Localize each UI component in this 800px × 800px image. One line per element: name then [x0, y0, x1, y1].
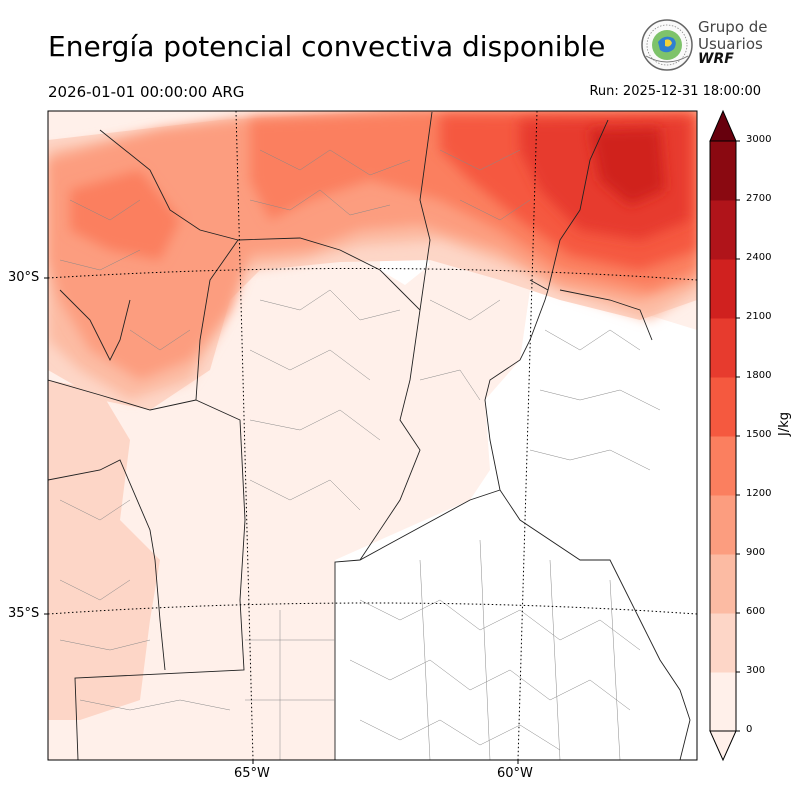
logo-seal-icon: [641, 19, 693, 71]
colorbar-segment: [710, 613, 736, 673]
colorbar-tick-label: 300: [746, 665, 766, 676]
colorbar-tick-label: 3000: [746, 134, 772, 145]
cape-1200-west: [70, 170, 180, 260]
colorbar-tick-label: 600: [746, 606, 766, 617]
run-time: Run: 2025-12-31 18:00:00: [589, 84, 761, 99]
colorbar-tick-label: 2400: [746, 252, 772, 263]
logo-text-line2: Usuarios: [698, 35, 763, 53]
colorbar: [709, 109, 740, 762]
colorbar-segment: [710, 259, 736, 319]
cape-2100-core: [590, 128, 665, 205]
map-frame: [47, 110, 698, 761]
logo-text-line1: Grupo de: [698, 18, 768, 36]
colorbar-segment: [710, 200, 736, 260]
wrf-users-logo: Grupo de Usuarios WRF: [638, 18, 768, 74]
colorbar-segment: [710, 377, 736, 437]
lon-label-60w: 60°W: [497, 766, 533, 781]
department-borders: [59, 149, 661, 760]
colorbar-tick-label: 1500: [746, 429, 772, 440]
colorbar-segment: [710, 495, 736, 555]
colorbar-tick-label: 900: [746, 547, 766, 558]
cape-300-west: [48, 380, 160, 720]
colorbar-segment: [710, 554, 736, 614]
cape-zero-region: [335, 290, 697, 760]
colorbar-segment: [710, 318, 736, 378]
colorbar-tick-label: 2700: [746, 193, 772, 204]
colorbar-tick-label: 0: [746, 724, 753, 735]
lat-label-35s: 35°S: [8, 606, 40, 621]
colorbar-segment: [710, 672, 736, 732]
logo-text-line3: WRF: [698, 51, 734, 67]
cape-field: [48, 111, 697, 760]
axis-ticks: [44, 277, 519, 764]
valid-time: 2026-01-01 00:00:00 ARG: [48, 83, 245, 101]
colorbar-unit-label: J/kg: [777, 412, 792, 436]
map-title: Energía potencial convectiva disponible: [48, 30, 606, 63]
colorbar-segment: [710, 141, 736, 201]
colorbar-tick-label: 1800: [746, 370, 772, 381]
colorbar-segment: [710, 436, 736, 496]
lon-label-65w: 65°W: [234, 766, 270, 781]
colorbar-tick-label: 2100: [746, 311, 772, 322]
colorbar-extend-min: [709, 730, 737, 762]
province-borders: [48, 111, 691, 760]
graticule: [48, 111, 697, 760]
lat-label-30s: 30°S: [8, 270, 40, 285]
colorbar-tick-label: 1200: [746, 488, 772, 499]
colorbar-extend-max: [709, 109, 737, 142]
